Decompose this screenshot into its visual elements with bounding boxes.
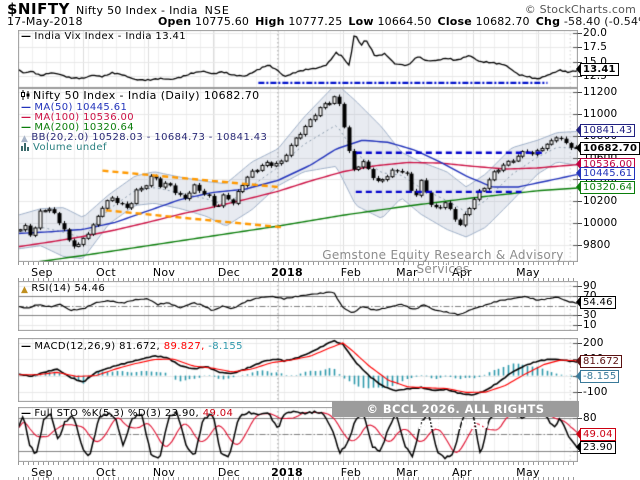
tick-row (18, 262, 578, 265)
y-axis-label: 20.0 (577, 27, 608, 40)
badge-arrow-icon (576, 167, 581, 180)
badge-arrow-icon (576, 157, 581, 170)
index-name: Nifty 50 Index - India NSE (76, 4, 230, 17)
badge-arrow-icon (576, 180, 581, 193)
badge-arrow-icon (576, 296, 581, 309)
month-label: Dec (217, 266, 241, 279)
ohlc-row: Open 10775.60 High 10777.25 Low 10664.50 Cl… (158, 15, 640, 28)
open-label: Open (158, 15, 192, 28)
month-label: 2018 (271, 266, 303, 279)
low-label: Low (348, 15, 374, 28)
close-value: 10682.70 (475, 15, 530, 28)
y-axis-label: 90 (578, 280, 597, 293)
y-axis-label: 10200 (577, 195, 618, 208)
month-label: Apr (452, 466, 472, 479)
month-label: Mar (396, 466, 418, 479)
symbol: $NIFTY (7, 0, 70, 18)
month-label: Dec (217, 466, 241, 479)
y-axis-label: 30 (578, 309, 597, 322)
mid-date-axis: Sep Oct Nov Dec 2018 Feb Mar Apr May (0, 262, 640, 281)
tick-row (18, 462, 578, 465)
badge-arrow-icon (576, 124, 581, 137)
value-badge: 81.672 (576, 355, 623, 369)
low-value: 10664.50 (377, 15, 432, 28)
month-label: Mar (396, 266, 418, 279)
month-label: Sep (31, 466, 53, 479)
value-badge: 54.46 (576, 296, 616, 310)
month-label: Feb (340, 466, 362, 479)
month-label: May (516, 266, 540, 279)
y-axis-label: 80 (578, 411, 597, 424)
chart-date: 17-May-2018 (7, 15, 83, 28)
y-axis-label: 11200 (577, 86, 618, 99)
value-badge: 10320.64 (576, 180, 636, 194)
badge-arrow-icon (576, 369, 581, 382)
tick-row (18, 278, 578, 281)
high-label: High (255, 15, 285, 28)
y-axis-label: 17.5 (577, 41, 608, 54)
exchange-label: NSE (204, 4, 230, 17)
rsi-panel-canvas (18, 281, 578, 331)
value-badge: -8.155 (576, 369, 620, 383)
open-value: 10775.60 (195, 15, 250, 28)
y-axis-label: -100 (578, 386, 608, 399)
price-panel-canvas (18, 88, 578, 262)
macd-panel-canvas (18, 338, 578, 402)
bottom-date-axis: Sep Oct Nov Dec 2018 Feb Mar Apr May (0, 462, 640, 480)
month-label: Nov (152, 266, 176, 279)
tick-row (18, 477, 578, 480)
y-axis-label: 200 (578, 336, 604, 349)
month-label: May (516, 466, 540, 479)
badge-arrow-icon (576, 441, 581, 454)
badge-arrow-icon (576, 355, 581, 368)
high-value: 10777.25 (288, 15, 343, 28)
y-axis-label: 9800 (578, 238, 611, 251)
value-badge: 49.04 (576, 427, 616, 441)
badge-arrow-icon (576, 63, 581, 76)
value-badge: 23.90 (576, 441, 616, 455)
value-badge: 13.41 (576, 63, 619, 77)
y-axis-label: 10000 (577, 216, 618, 229)
badge-arrow-icon (576, 141, 581, 154)
stockcharts-copyright: © StockCharts.com (524, 3, 636, 16)
badge-arrow-icon (576, 427, 581, 440)
month-label: 2018 (271, 466, 303, 479)
month-label: Sep (31, 266, 53, 279)
month-label: Nov (152, 466, 176, 479)
month-label: Feb (340, 266, 362, 279)
month-label: Apr (452, 266, 472, 279)
y-axis-label: 10 (578, 318, 597, 331)
value-badge: 10445.61 (576, 167, 636, 181)
close-label: Close (437, 15, 472, 28)
chg-label: Chg (535, 15, 561, 28)
value-badge: 10841.43 (576, 124, 636, 138)
month-label: Oct (96, 466, 116, 479)
y-axis-label: 11000 (577, 108, 618, 121)
month-label: Oct (96, 266, 116, 279)
sto-panel-canvas (18, 407, 578, 462)
value-badge: 10682.70 (576, 141, 640, 155)
vix-panel-canvas (18, 30, 578, 88)
index-name-text: Nifty 50 Index - India (76, 4, 198, 17)
chg-value: -58.40 (-0.54%) (563, 15, 640, 28)
